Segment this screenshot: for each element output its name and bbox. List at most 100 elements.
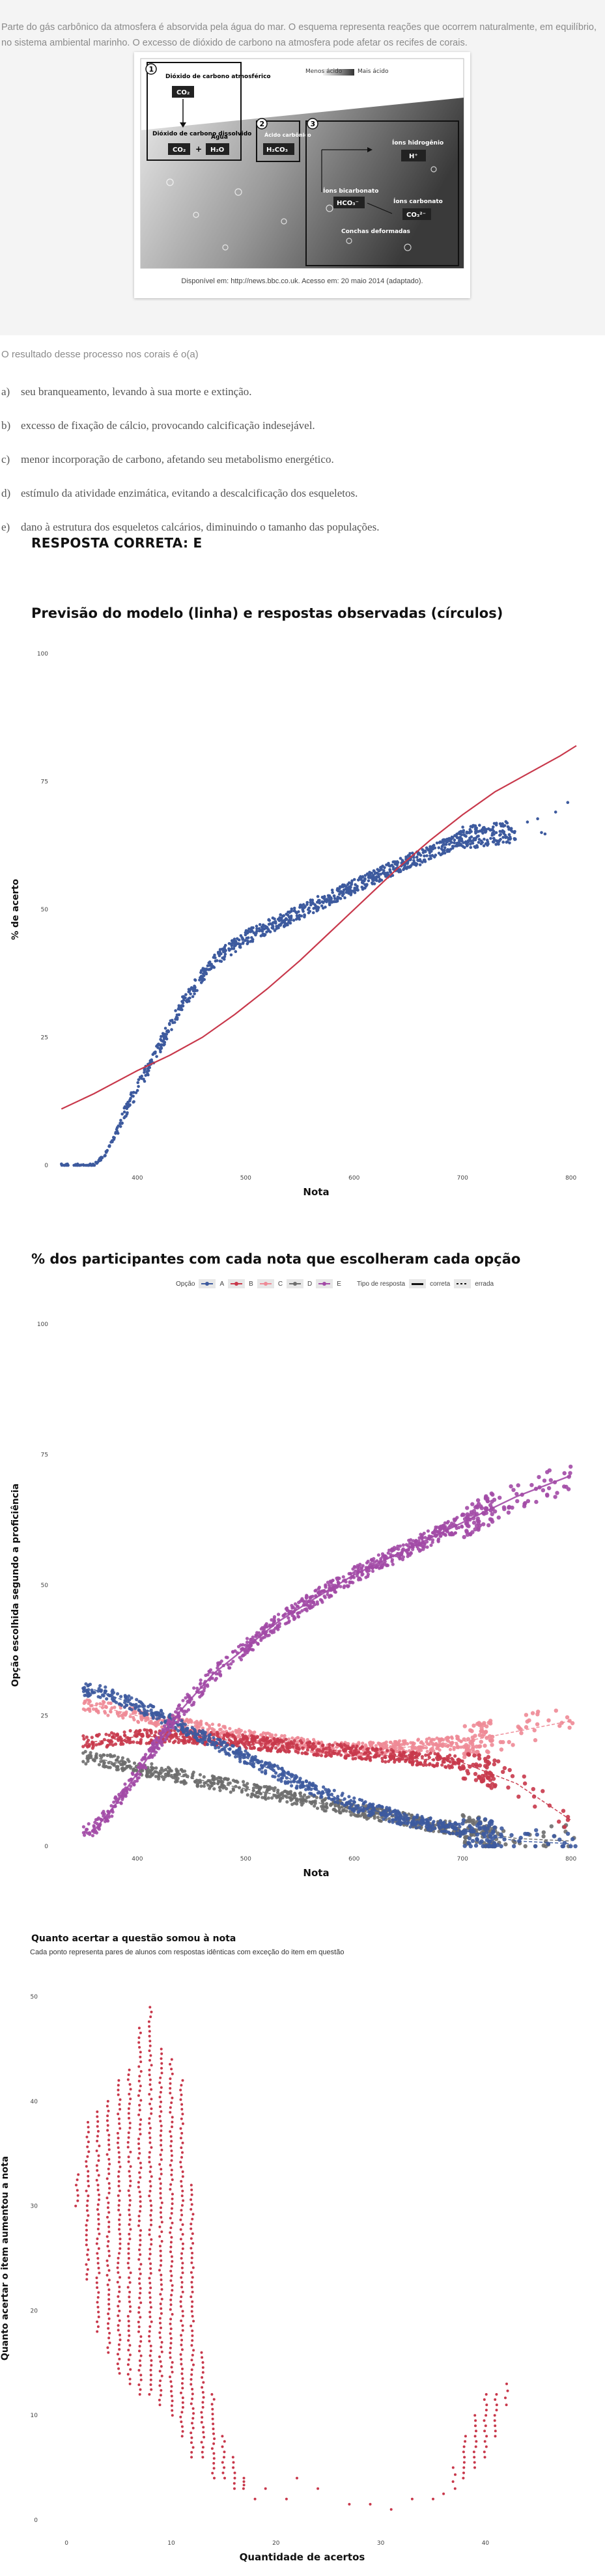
alternative-e[interactable]: e) dano à estrutura dos esqueletos calcár… [1, 521, 380, 533]
observed-point [309, 900, 313, 904]
option-c-point [570, 1721, 575, 1726]
option-e-point [300, 1609, 304, 1613]
option-c-point [471, 1750, 476, 1754]
option-d-point [461, 1814, 466, 1819]
option-c-point [146, 1717, 150, 1721]
observed-point [489, 837, 492, 840]
option-a-point [486, 1823, 492, 1828]
observed-point [460, 830, 464, 833]
observed-point [498, 822, 502, 825]
option-a-point [130, 1708, 134, 1711]
chart-1-y-tick-50: 50 [41, 907, 49, 913]
option-c-point [517, 1726, 522, 1730]
observed-point [120, 1113, 124, 1116]
option-d-point [141, 1769, 145, 1773]
option-b-point [412, 1760, 415, 1764]
option-d-point [257, 1795, 260, 1799]
option-b-point [258, 1741, 262, 1745]
option-b-trend-line [94, 1736, 572, 1821]
option-e-point [229, 1662, 233, 1666]
observed-point [267, 922, 271, 926]
observed-point [499, 833, 502, 837]
observed-point [92, 1163, 95, 1167]
option-d-point [148, 1775, 152, 1779]
option-e-point [201, 1691, 204, 1695]
option-c-point [432, 1738, 436, 1741]
observed-point [431, 844, 434, 848]
option-d-point [322, 1805, 326, 1809]
observed-point [511, 830, 514, 833]
option-b-point [365, 1747, 369, 1751]
alternative-d[interactable]: d) estímulo da atividade enzimática, evit… [1, 487, 358, 499]
observed-point [119, 1125, 122, 1128]
option-e-point [408, 1542, 412, 1545]
option-a-point [350, 1808, 354, 1812]
option-d-point [251, 1786, 255, 1790]
less-acid-label: Menos ácido [305, 68, 343, 75]
option-d-point [503, 1842, 508, 1847]
observed-point [273, 929, 277, 932]
observed-point [195, 989, 199, 992]
observed-point [270, 923, 274, 926]
option-d-point [218, 1788, 222, 1792]
option-e-point [315, 1600, 319, 1604]
option-a-point [384, 1815, 388, 1819]
observed-point [423, 859, 427, 863]
option-b-point [522, 1774, 526, 1779]
option-a-point [128, 1698, 132, 1702]
option-d-point [160, 1766, 163, 1770]
observed-point [377, 869, 381, 873]
observed-point [167, 1030, 170, 1034]
option-e-point [511, 1488, 516, 1492]
option-b-point [397, 1756, 401, 1760]
option-b-point [458, 1758, 462, 1762]
alternative-c[interactable]: c) menor incorporação de carbono, afetand… [1, 453, 334, 465]
observed-point [406, 865, 410, 868]
observed-point [429, 857, 432, 860]
option-d-point [246, 1786, 249, 1790]
observed-point [100, 1156, 104, 1159]
option-b-point [111, 1735, 115, 1739]
option-e-point [311, 1601, 316, 1605]
legend-key-wrong [454, 1279, 471, 1288]
option-d-point [228, 1781, 232, 1785]
option-b-point [335, 1742, 339, 1746]
option-d-point [295, 1797, 299, 1801]
option-b-point [434, 1764, 438, 1767]
option-b-point [510, 1774, 515, 1779]
option-c-point [264, 1732, 268, 1736]
observed-point [279, 913, 283, 917]
observed-point [230, 939, 234, 943]
option-d-point [259, 1792, 263, 1795]
option-c-point [403, 1739, 407, 1743]
option-c-point [519, 1731, 524, 1736]
observed-point [311, 902, 315, 906]
option-b-point [445, 1754, 449, 1758]
option-b-point [387, 1760, 391, 1764]
alternative-a[interactable]: a) seu branqueamento, levando à sua morte… [1, 385, 252, 398]
observed-point [308, 909, 312, 913]
observed-point [498, 839, 501, 842]
option-b-point [450, 1766, 455, 1769]
option-d-point [210, 1774, 214, 1778]
alternative-b[interactable]: b) excesso de fixação de cálcio, provocan… [1, 419, 315, 432]
observed-point [115, 1128, 119, 1131]
observed-point [143, 1079, 147, 1083]
option-e-point [202, 1689, 206, 1693]
option-a-point [361, 1808, 365, 1813]
option-d-point [341, 1808, 345, 1812]
option-b-point [330, 1754, 333, 1758]
observed-point [298, 917, 302, 921]
option-e-point [409, 1551, 414, 1555]
legend-type-title: Tipo de resposta [356, 1280, 406, 1288]
option-a-point [176, 1729, 180, 1733]
option-a-point [234, 1755, 238, 1759]
option-c-point [361, 1741, 365, 1745]
option-d-point [234, 1784, 238, 1788]
option-e-point [206, 1684, 210, 1688]
option-d-point [206, 1783, 210, 1787]
observed-point [213, 953, 216, 957]
option-e-point [198, 1682, 203, 1686]
option-a-point [193, 1728, 197, 1732]
option-e-point [138, 1762, 142, 1766]
